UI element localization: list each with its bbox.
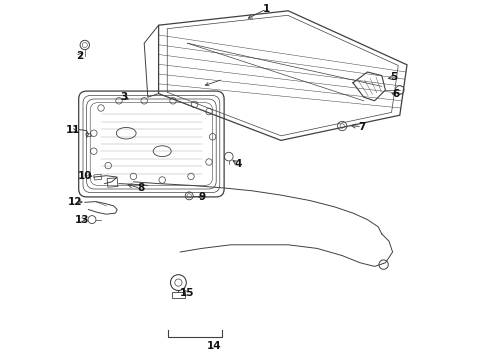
Text: 3: 3 bbox=[121, 92, 128, 102]
Text: 10: 10 bbox=[77, 171, 92, 181]
Text: 9: 9 bbox=[198, 192, 205, 202]
Text: 5: 5 bbox=[390, 72, 397, 82]
Text: 8: 8 bbox=[137, 183, 144, 193]
Text: 1: 1 bbox=[263, 4, 270, 14]
Text: 11: 11 bbox=[66, 125, 80, 135]
Text: 6: 6 bbox=[392, 89, 400, 99]
Text: 15: 15 bbox=[180, 288, 195, 298]
Text: 13: 13 bbox=[75, 215, 90, 225]
Text: 12: 12 bbox=[68, 197, 82, 207]
Text: 2: 2 bbox=[76, 51, 83, 61]
Text: 4: 4 bbox=[234, 159, 242, 169]
Text: 14: 14 bbox=[207, 341, 221, 351]
Text: 7: 7 bbox=[358, 122, 366, 132]
